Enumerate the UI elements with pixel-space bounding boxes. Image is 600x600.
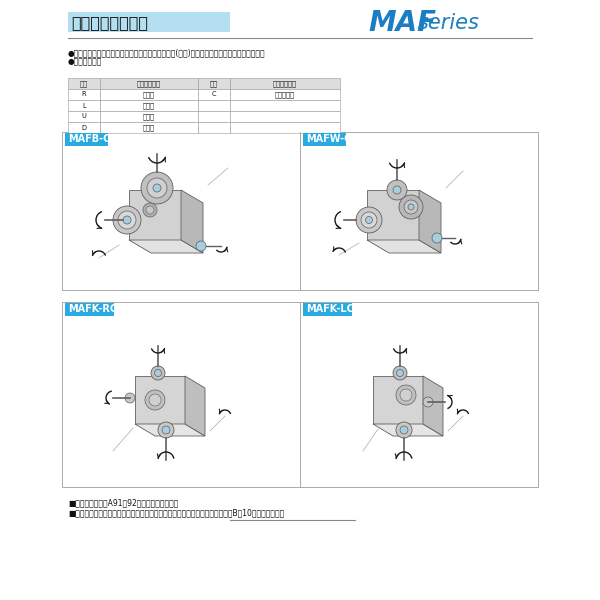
Circle shape <box>361 212 377 228</box>
Bar <box>68 122 100 133</box>
Text: ●軸配置の記号: ●軸配置の記号 <box>68 57 103 66</box>
Circle shape <box>158 422 174 438</box>
Circle shape <box>393 366 407 380</box>
Text: 上　側: 上 側 <box>143 113 155 120</box>
Text: MAFK-LC: MAFK-LC <box>306 304 354 314</box>
Bar <box>230 122 340 133</box>
Text: L: L <box>82 103 86 109</box>
Circle shape <box>196 241 206 251</box>
Circle shape <box>404 200 418 214</box>
Polygon shape <box>367 190 419 240</box>
Text: C: C <box>212 91 217 97</box>
Text: U: U <box>82 113 86 119</box>
Circle shape <box>423 397 433 407</box>
Bar <box>198 100 230 111</box>
Text: MAFK-RC: MAFK-RC <box>68 304 117 314</box>
Text: series: series <box>418 13 480 33</box>
Text: ■特殊な取付状態については、当社へお問い合わせ下さい。なお、参考としてB－10をご覧下さい。: ■特殊な取付状態については、当社へお問い合わせ下さい。なお、参考としてB－10を… <box>68 508 284 517</box>
Circle shape <box>123 216 131 224</box>
Circle shape <box>145 390 165 410</box>
Bar <box>100 89 198 100</box>
Text: ●軸配置は入力軸またはモータを手前にして出力軸(青色)の出ている方向で決定して下さい。: ●軸配置は入力軸またはモータを手前にして出力軸(青色)の出ている方向で決定して下… <box>68 48 266 57</box>
Text: 出力軸反軸: 出力軸反軸 <box>275 91 295 98</box>
Circle shape <box>396 422 412 438</box>
Circle shape <box>146 206 154 214</box>
Bar <box>100 100 198 111</box>
Text: MAF: MAF <box>368 9 436 37</box>
Circle shape <box>408 204 414 210</box>
Circle shape <box>113 206 141 234</box>
Text: MAFB-C: MAFB-C <box>68 134 110 145</box>
Circle shape <box>432 233 442 243</box>
Circle shape <box>125 393 135 403</box>
Bar <box>65 303 113 316</box>
Text: 下　側: 下 側 <box>143 124 155 131</box>
Bar <box>62 302 300 487</box>
Text: 右　側: 右 側 <box>143 91 155 98</box>
Text: R: R <box>82 91 86 97</box>
Polygon shape <box>419 190 441 253</box>
Circle shape <box>356 207 382 233</box>
Bar <box>100 111 198 122</box>
Bar <box>230 100 340 111</box>
Bar <box>230 111 340 122</box>
Circle shape <box>118 211 136 229</box>
Polygon shape <box>181 190 203 253</box>
Circle shape <box>400 389 412 401</box>
Text: ■軸配置の詳細はA91・92を参照して下さい。: ■軸配置の詳細はA91・92を参照して下さい。 <box>68 498 178 507</box>
Circle shape <box>399 195 423 219</box>
Bar <box>198 78 230 89</box>
Bar <box>300 302 538 487</box>
Text: 記号: 記号 <box>80 80 88 87</box>
Circle shape <box>393 186 401 194</box>
Bar <box>65 133 108 146</box>
Text: MAFW-C: MAFW-C <box>306 134 352 145</box>
Bar <box>303 133 346 146</box>
Circle shape <box>151 366 165 380</box>
Circle shape <box>155 370 161 377</box>
Text: 出力軸の方向: 出力軸の方向 <box>137 80 161 87</box>
Bar <box>230 89 340 100</box>
Circle shape <box>397 370 404 377</box>
Polygon shape <box>367 240 441 253</box>
Polygon shape <box>129 240 203 253</box>
Circle shape <box>365 217 373 223</box>
Bar <box>198 122 230 133</box>
Bar <box>100 78 198 89</box>
Polygon shape <box>373 424 443 436</box>
Circle shape <box>147 178 167 198</box>
Bar <box>230 78 340 89</box>
Circle shape <box>163 423 173 433</box>
Circle shape <box>396 385 416 405</box>
Bar <box>100 122 198 133</box>
Bar <box>198 89 230 100</box>
Polygon shape <box>129 190 181 240</box>
Polygon shape <box>135 424 205 436</box>
Bar <box>68 78 100 89</box>
Circle shape <box>149 394 161 406</box>
Circle shape <box>387 180 407 200</box>
Text: D: D <box>82 124 86 130</box>
Bar <box>303 303 352 316</box>
Text: 軸配置と回転方向: 軸配置と回転方向 <box>71 16 148 31</box>
Circle shape <box>162 426 170 434</box>
Bar <box>198 111 230 122</box>
Polygon shape <box>135 376 185 424</box>
Bar <box>62 132 300 290</box>
Circle shape <box>141 172 173 204</box>
Polygon shape <box>185 376 205 436</box>
Polygon shape <box>423 376 443 436</box>
Bar <box>68 89 100 100</box>
Text: 記号: 記号 <box>210 80 218 87</box>
Text: 左　側: 左 側 <box>143 102 155 109</box>
Bar <box>68 100 100 111</box>
Circle shape <box>400 426 408 434</box>
Text: 出力軸の方向: 出力軸の方向 <box>273 80 297 87</box>
Bar <box>68 12 230 32</box>
Bar <box>68 111 100 122</box>
Bar <box>300 132 538 290</box>
Polygon shape <box>373 376 423 424</box>
Circle shape <box>153 184 161 192</box>
Circle shape <box>143 203 157 217</box>
